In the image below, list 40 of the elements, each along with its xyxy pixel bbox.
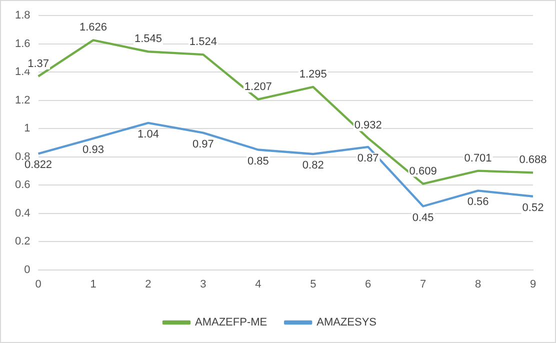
data-label: 1.37 — [28, 58, 49, 70]
y-tick-label: 0.4 — [14, 207, 30, 220]
y-tick-label: 1.6 — [14, 38, 30, 50]
data-label: 0.932 — [354, 120, 382, 132]
x-tick-label: 8 — [474, 278, 482, 290]
x-tick-label: 2 — [145, 278, 152, 290]
legend-label: AMAZESYS — [316, 316, 377, 329]
y-tick-label: 1.2 — [14, 94, 30, 106]
data-label: 1.524 — [189, 36, 217, 48]
data-label: 1.545 — [134, 33, 162, 46]
data-label: 0.701 — [464, 152, 492, 164]
y-tick-label: 1 — [24, 122, 30, 135]
data-label: 0.93 — [82, 144, 104, 156]
x-tick-label: 1 — [90, 278, 96, 290]
y-tick-label: 1.8 — [14, 10, 30, 22]
legend-label: AMAZEFP-ME — [194, 316, 268, 329]
data-label: 0.82 — [302, 160, 324, 172]
x-tick-label: 5 — [310, 278, 316, 290]
data-label: 0.688 — [519, 154, 547, 166]
data-label: 1.04 — [138, 128, 159, 140]
data-label: 1.626 — [79, 22, 108, 34]
data-label: 0.87 — [357, 152, 379, 164]
data-label: 1.207 — [244, 80, 272, 93]
data-label: 1.295 — [299, 68, 327, 80]
x-tick-label: 9 — [530, 278, 536, 290]
data-label: 0.609 — [409, 165, 437, 178]
x-tick-label: 7 — [420, 278, 426, 290]
x-tick-label: 3 — [200, 278, 206, 290]
data-label: 0.56 — [467, 196, 489, 208]
y-tick-label: 0 — [24, 264, 30, 276]
data-label: 0.97 — [192, 138, 214, 150]
data-label: 0.52 — [522, 202, 544, 214]
x-tick-label: 6 — [365, 278, 372, 290]
y-tick-label: 0.2 — [14, 236, 30, 248]
y-tick-label: 0.6 — [14, 179, 30, 192]
data-label: 0.45 — [412, 212, 434, 224]
data-label: 0.822 — [24, 159, 52, 172]
x-tick-label: 0 — [35, 278, 42, 290]
x-tick-label: 4 — [255, 278, 262, 290]
data-label: 0.85 — [247, 155, 269, 168]
